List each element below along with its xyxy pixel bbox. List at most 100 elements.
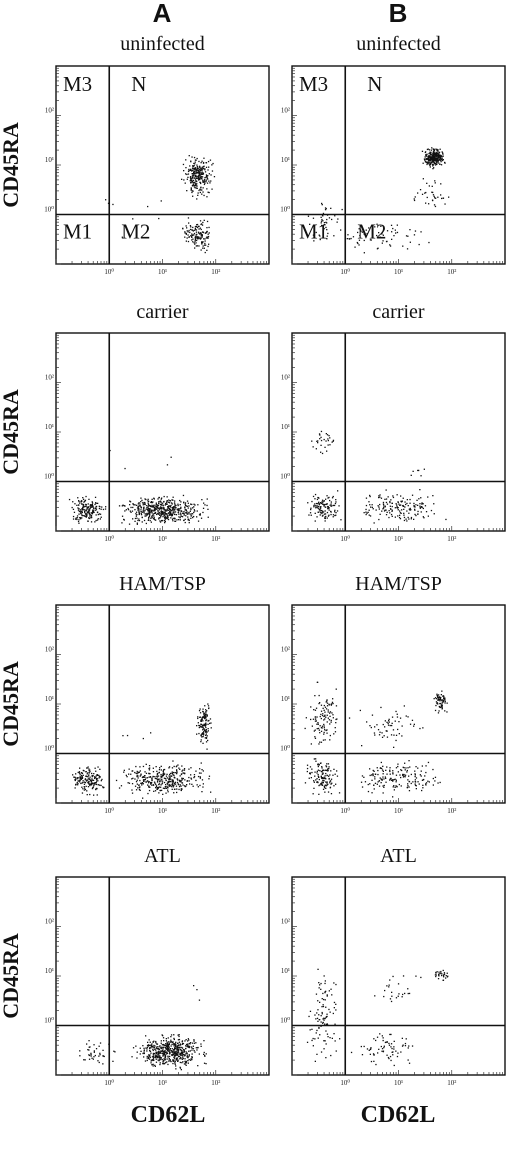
data-point [199,238,202,240]
data-point [181,765,183,767]
data-point [314,718,317,720]
data-point [95,507,97,509]
data-point [413,502,415,505]
data-point [179,517,181,519]
data-point [388,516,390,519]
data-point [91,502,94,504]
data-point [311,500,313,503]
data-point [165,784,167,786]
data-point [326,770,329,772]
data-point [156,1046,158,1048]
data-point [424,775,426,777]
panel-a-4-x-tick-label: 10⁰ [104,1079,114,1087]
data-point [161,783,163,785]
data-point [170,1036,172,1038]
data-point [166,501,168,504]
data-point [201,167,203,169]
data-point [80,513,82,515]
data-point [185,159,187,161]
data-point [171,1043,173,1046]
data-point [98,775,101,778]
data-point [173,1056,175,1059]
data-point [154,777,156,780]
panel-a-3-x-tick-label: 10⁰ [104,807,114,815]
data-point [91,776,93,778]
data-point [358,239,361,241]
data-point [433,167,435,169]
data-point [171,499,173,501]
data-point [201,234,203,237]
data-point [160,1047,163,1050]
data-point [189,231,191,234]
data-point [311,725,313,727]
data-point [162,519,164,522]
data-point [181,1051,183,1054]
data-point [197,225,199,228]
data-point [384,1041,387,1044]
data-point [193,776,196,778]
data-point [205,729,207,731]
data-point [329,1037,331,1039]
data-point [327,439,329,442]
data-point [167,517,169,519]
data-point [160,1056,162,1059]
data-point [199,220,202,222]
panel-b-3-x-tick-label: 10⁰ [340,807,350,815]
data-point [178,516,180,518]
data-point [138,513,140,515]
data-point [314,775,316,777]
data-point [376,223,378,225]
data-point [393,789,395,791]
data-point [179,779,181,781]
data-point [144,1060,147,1062]
data-point [197,775,200,778]
data-point [395,710,397,713]
data-point [154,776,156,778]
data-point [86,506,88,508]
data-point [327,791,330,793]
data-point [191,1053,193,1055]
data-point [198,177,200,179]
data-point [202,729,204,731]
data-point [147,502,149,504]
data-point [198,170,200,173]
data-point [82,498,85,500]
data-point [97,518,99,520]
data-point [207,191,209,193]
data-point [320,710,323,712]
panel-a-2-y-axis-label: CD45RA [0,389,23,475]
data-point [158,502,160,505]
data-point [382,765,384,767]
data-point [199,712,202,714]
data-point [325,701,327,703]
data-point [199,232,201,234]
data-point [171,775,173,777]
data-point [153,790,155,792]
data-point [320,509,323,512]
data-point [323,731,325,734]
data-point [335,722,337,724]
data-point [181,178,183,180]
data-point [395,503,397,505]
data-point [115,779,118,782]
data-point [86,773,88,775]
data-point [149,1044,151,1046]
data-point [165,1044,167,1046]
data-point [429,161,431,163]
column-label-a: A [153,0,172,28]
data-point [192,169,194,172]
data-point [141,782,143,785]
data-point [402,245,404,247]
data-point [444,702,446,704]
data-point [326,705,329,707]
data-point [329,715,331,717]
data-point [136,1057,138,1059]
data-point [193,173,195,175]
data-point [329,723,331,725]
data-point [173,771,175,774]
data-point [80,778,82,780]
data-point [320,1051,323,1053]
data-point [138,505,140,507]
data-point [403,505,405,507]
data-point [360,1045,362,1048]
